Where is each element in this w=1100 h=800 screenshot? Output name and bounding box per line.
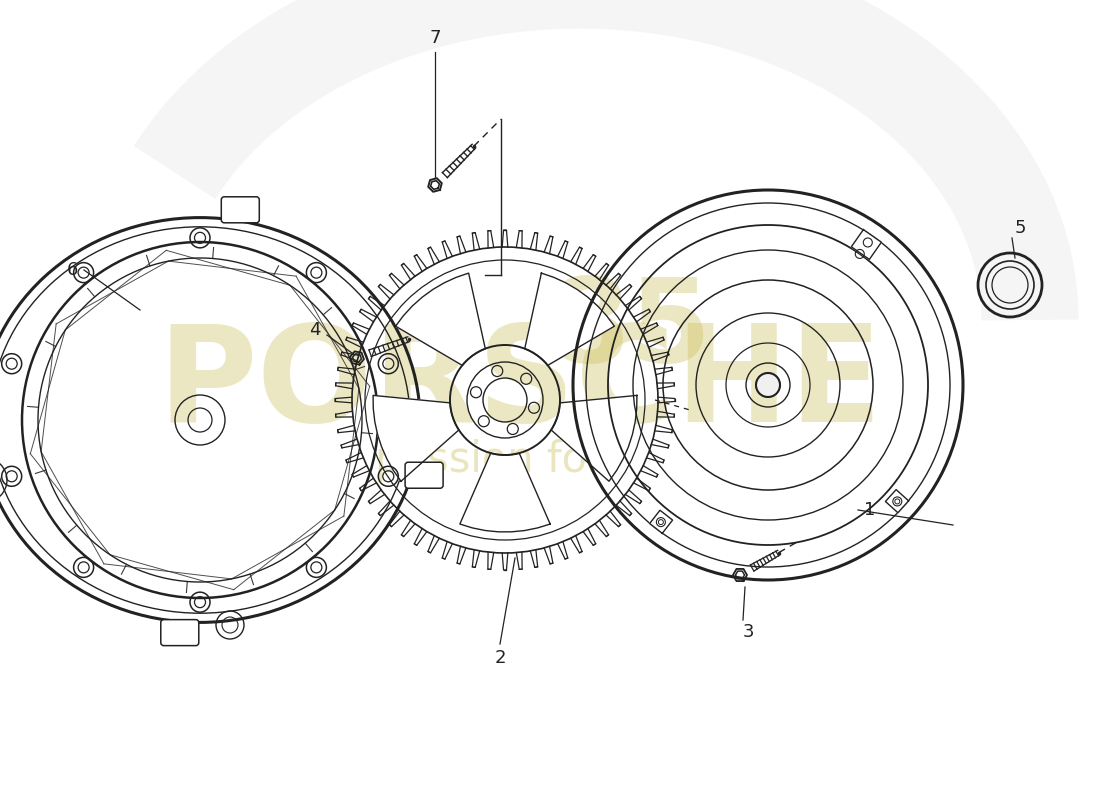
Text: 5: 5 xyxy=(1014,219,1025,237)
Polygon shape xyxy=(396,273,485,366)
Text: 2: 2 xyxy=(494,649,506,667)
Text: passion for: passion for xyxy=(375,439,605,481)
Polygon shape xyxy=(525,273,615,366)
Text: 3: 3 xyxy=(742,623,754,641)
Circle shape xyxy=(756,373,780,397)
Text: 7: 7 xyxy=(429,29,441,47)
Polygon shape xyxy=(460,453,550,532)
Polygon shape xyxy=(551,395,637,482)
Polygon shape xyxy=(373,395,459,482)
Text: 4: 4 xyxy=(309,321,321,339)
Text: 85: 85 xyxy=(548,273,712,387)
Polygon shape xyxy=(851,230,881,259)
FancyBboxPatch shape xyxy=(161,620,199,646)
Polygon shape xyxy=(650,510,672,534)
Text: 1: 1 xyxy=(865,501,876,519)
Text: PORSCHE: PORSCHE xyxy=(157,319,882,450)
FancyBboxPatch shape xyxy=(405,462,443,488)
Text: 6: 6 xyxy=(66,261,78,279)
FancyBboxPatch shape xyxy=(221,197,260,223)
Polygon shape xyxy=(886,490,909,513)
